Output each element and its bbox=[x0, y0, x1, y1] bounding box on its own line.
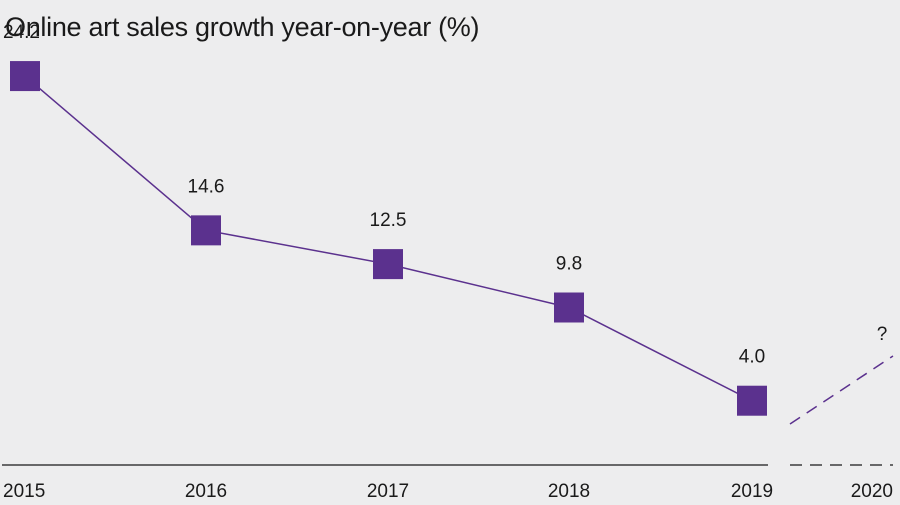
series-line-path bbox=[24, 75, 753, 402]
x-tick-2019: 2019 bbox=[731, 481, 773, 502]
data-label-2015: 24.2 bbox=[3, 22, 40, 43]
data-label-2018: 9.8 bbox=[556, 254, 582, 275]
x-tick-2017: 2017 bbox=[367, 481, 409, 502]
data-label-2017: 12.5 bbox=[370, 210, 407, 231]
projection-label: ? bbox=[877, 324, 888, 345]
data-labels: 24.2 14.6 12.5 9.8 4.0? bbox=[3, 22, 887, 368]
projection-line bbox=[789, 355, 894, 425]
data-marker-2015 bbox=[10, 61, 40, 92]
data-marker-2016 bbox=[191, 215, 221, 246]
x-tick-labels: 2015 2016 2017 2018 2019 2020 bbox=[3, 481, 893, 502]
x-tick-2020: 2020 bbox=[851, 481, 893, 502]
x-tick-2016: 2016 bbox=[185, 481, 227, 502]
data-marker-2019 bbox=[737, 385, 767, 416]
x-tick-2018: 2018 bbox=[548, 481, 590, 502]
data-label-2019: 4.0 bbox=[739, 347, 765, 368]
data-label-2016: 14.6 bbox=[188, 176, 225, 197]
series-line bbox=[24, 75, 894, 425]
x-tick-2015: 2015 bbox=[3, 481, 45, 502]
data-marker-2017 bbox=[373, 249, 403, 280]
chart-title: Online art sales growth year-on-year (%) bbox=[5, 12, 480, 42]
data-markers bbox=[10, 61, 767, 416]
data-marker-2018 bbox=[554, 292, 584, 323]
